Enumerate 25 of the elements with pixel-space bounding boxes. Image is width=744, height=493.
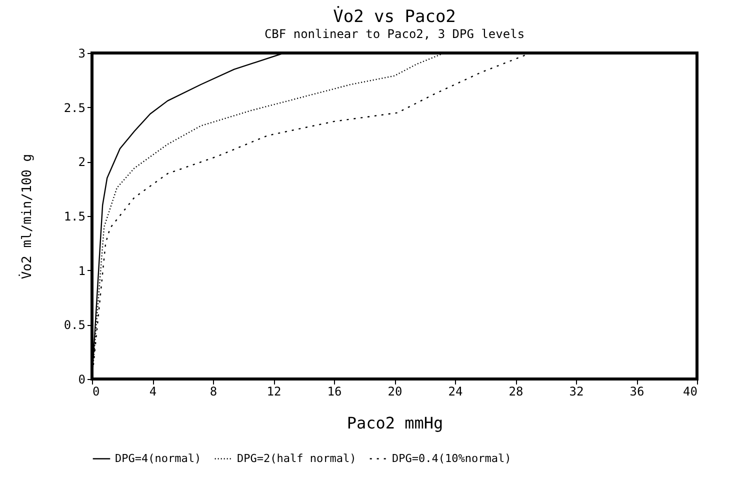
x-axis-title: Paco2 mmHg bbox=[346, 414, 444, 432]
y-tick-label: 0.5 bbox=[64, 318, 86, 332]
y-tick-label: 2.5 bbox=[64, 100, 86, 115]
x-tick-label: 24 bbox=[448, 384, 463, 398]
chart-subtitle: CBF nonlinear to Paco2, 3 DPG levels bbox=[264, 27, 525, 41]
x-tick-label: 40 bbox=[683, 384, 698, 398]
y-tick-label: 3 bbox=[78, 46, 86, 60]
x-tick-label: 36 bbox=[630, 384, 644, 398]
y-axis-title: V̇o2 ml/min/100 g bbox=[18, 154, 35, 280]
x-tick-label: 20 bbox=[388, 384, 402, 398]
chart-title: V̇o2 vs Paco2 bbox=[333, 6, 456, 27]
y-tick-label: 2 bbox=[78, 155, 86, 170]
legend-label: DPG=0.4(10%normal) bbox=[392, 452, 512, 465]
y-tick-label: 1 bbox=[78, 264, 86, 278]
x-tick-label: 16 bbox=[327, 384, 342, 398]
x-tick-label: 12 bbox=[266, 384, 282, 398]
x-tick-label: 4 bbox=[149, 384, 157, 398]
y-tick-label: 1.5 bbox=[64, 210, 86, 224]
y-tick-label: 0 bbox=[78, 372, 86, 386]
x-tick-label: 0 bbox=[92, 384, 100, 398]
x-tick-label: 32 bbox=[569, 384, 584, 398]
x-tick-label: 8 bbox=[210, 384, 218, 398]
x-tick-label: 28 bbox=[508, 384, 524, 398]
legend-label: DPG=2(half normal) bbox=[237, 452, 356, 465]
legend-label: DPG=4(normal) bbox=[115, 452, 202, 465]
